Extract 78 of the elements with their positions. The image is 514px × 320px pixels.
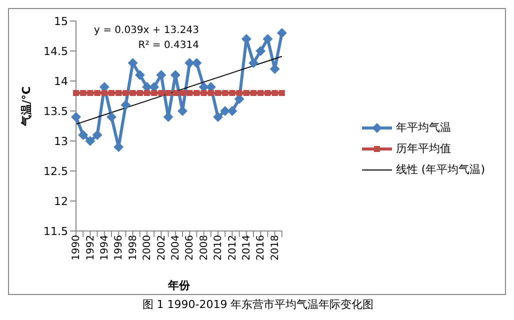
point bbox=[215, 90, 222, 96]
point bbox=[256, 46, 266, 56]
point bbox=[236, 90, 242, 96]
point bbox=[248, 58, 259, 68]
y-tick-label: 12 bbox=[54, 194, 68, 208]
x-tick-label: 2006 bbox=[184, 235, 196, 260]
point bbox=[165, 90, 172, 96]
y-tick-label: 14.5 bbox=[44, 44, 68, 58]
point bbox=[186, 90, 193, 96]
point bbox=[192, 58, 202, 68]
x-tick-label: 2016 bbox=[256, 235, 267, 260]
point bbox=[194, 90, 200, 96]
y-tick-label: 13.5 bbox=[44, 104, 68, 118]
point bbox=[156, 70, 166, 80]
point bbox=[250, 90, 257, 96]
x-tick-label: 2002 bbox=[156, 235, 168, 260]
y-tick-label: 13 bbox=[54, 134, 68, 148]
point bbox=[92, 130, 102, 140]
point bbox=[116, 90, 122, 96]
point bbox=[262, 34, 273, 44]
point bbox=[71, 112, 81, 122]
point bbox=[101, 90, 108, 96]
point bbox=[144, 90, 150, 96]
y-tick-label: 11.5 bbox=[44, 224, 68, 238]
point bbox=[163, 112, 174, 122]
x-tick-label: 1996 bbox=[114, 235, 125, 260]
point bbox=[172, 90, 178, 96]
x-tick-label: 1990 bbox=[71, 235, 82, 260]
x-tick-label: 2004 bbox=[170, 235, 182, 260]
point bbox=[85, 136, 96, 146]
x-tick-label: 1992 bbox=[85, 235, 96, 260]
point bbox=[227, 106, 238, 116]
point bbox=[213, 112, 224, 122]
x-tick-label: 2014 bbox=[242, 235, 253, 260]
point bbox=[278, 90, 285, 96]
point bbox=[151, 90, 158, 96]
y-tick-label: 12.5 bbox=[44, 164, 68, 178]
point bbox=[258, 90, 264, 96]
point bbox=[120, 100, 131, 110]
point bbox=[243, 90, 250, 96]
x-tick-label: 1994 bbox=[100, 235, 110, 260]
point bbox=[128, 58, 138, 68]
point bbox=[73, 90, 79, 96]
point bbox=[180, 90, 186, 96]
y-tick-label: 14 bbox=[54, 74, 68, 88]
point bbox=[276, 28, 287, 38]
annotation: R² = 0.4314 bbox=[137, 39, 199, 53]
point bbox=[136, 90, 143, 96]
legend-label: 线性 (年平均气温) bbox=[396, 162, 485, 177]
point bbox=[222, 90, 228, 96]
legend-label: 年平均气温 bbox=[396, 120, 451, 135]
y-tick-label: 15 bbox=[54, 14, 68, 28]
point bbox=[108, 90, 114, 96]
point bbox=[272, 90, 278, 96]
point bbox=[208, 90, 214, 96]
x-tick-label: 2018 bbox=[270, 235, 281, 260]
point bbox=[229, 90, 236, 96]
point bbox=[78, 130, 88, 140]
point bbox=[200, 90, 207, 96]
point bbox=[130, 90, 136, 96]
y-axis-title: 气温/°C bbox=[20, 86, 33, 127]
point bbox=[80, 90, 86, 96]
point bbox=[87, 90, 94, 96]
caption: 图 1 1990-2019 年东营市平均气温年际变化图 bbox=[141, 297, 375, 312]
point bbox=[134, 70, 145, 80]
point bbox=[264, 90, 271, 96]
x-tick-label: 2008 bbox=[198, 235, 210, 260]
x-tick-label: 2012 bbox=[227, 235, 238, 260]
x-tick-label: 2010 bbox=[213, 235, 224, 260]
x-axis-title: 年份 bbox=[166, 279, 191, 292]
point bbox=[158, 90, 164, 96]
point bbox=[122, 90, 129, 96]
point bbox=[94, 90, 100, 96]
x-tick-label: 1998 bbox=[128, 235, 139, 260]
x-tick-label: 2000 bbox=[142, 235, 154, 260]
legend-label: 历年平均值 bbox=[396, 141, 451, 156]
point bbox=[106, 112, 116, 122]
annotation: y = 0.039x + 13.243 bbox=[94, 24, 199, 38]
